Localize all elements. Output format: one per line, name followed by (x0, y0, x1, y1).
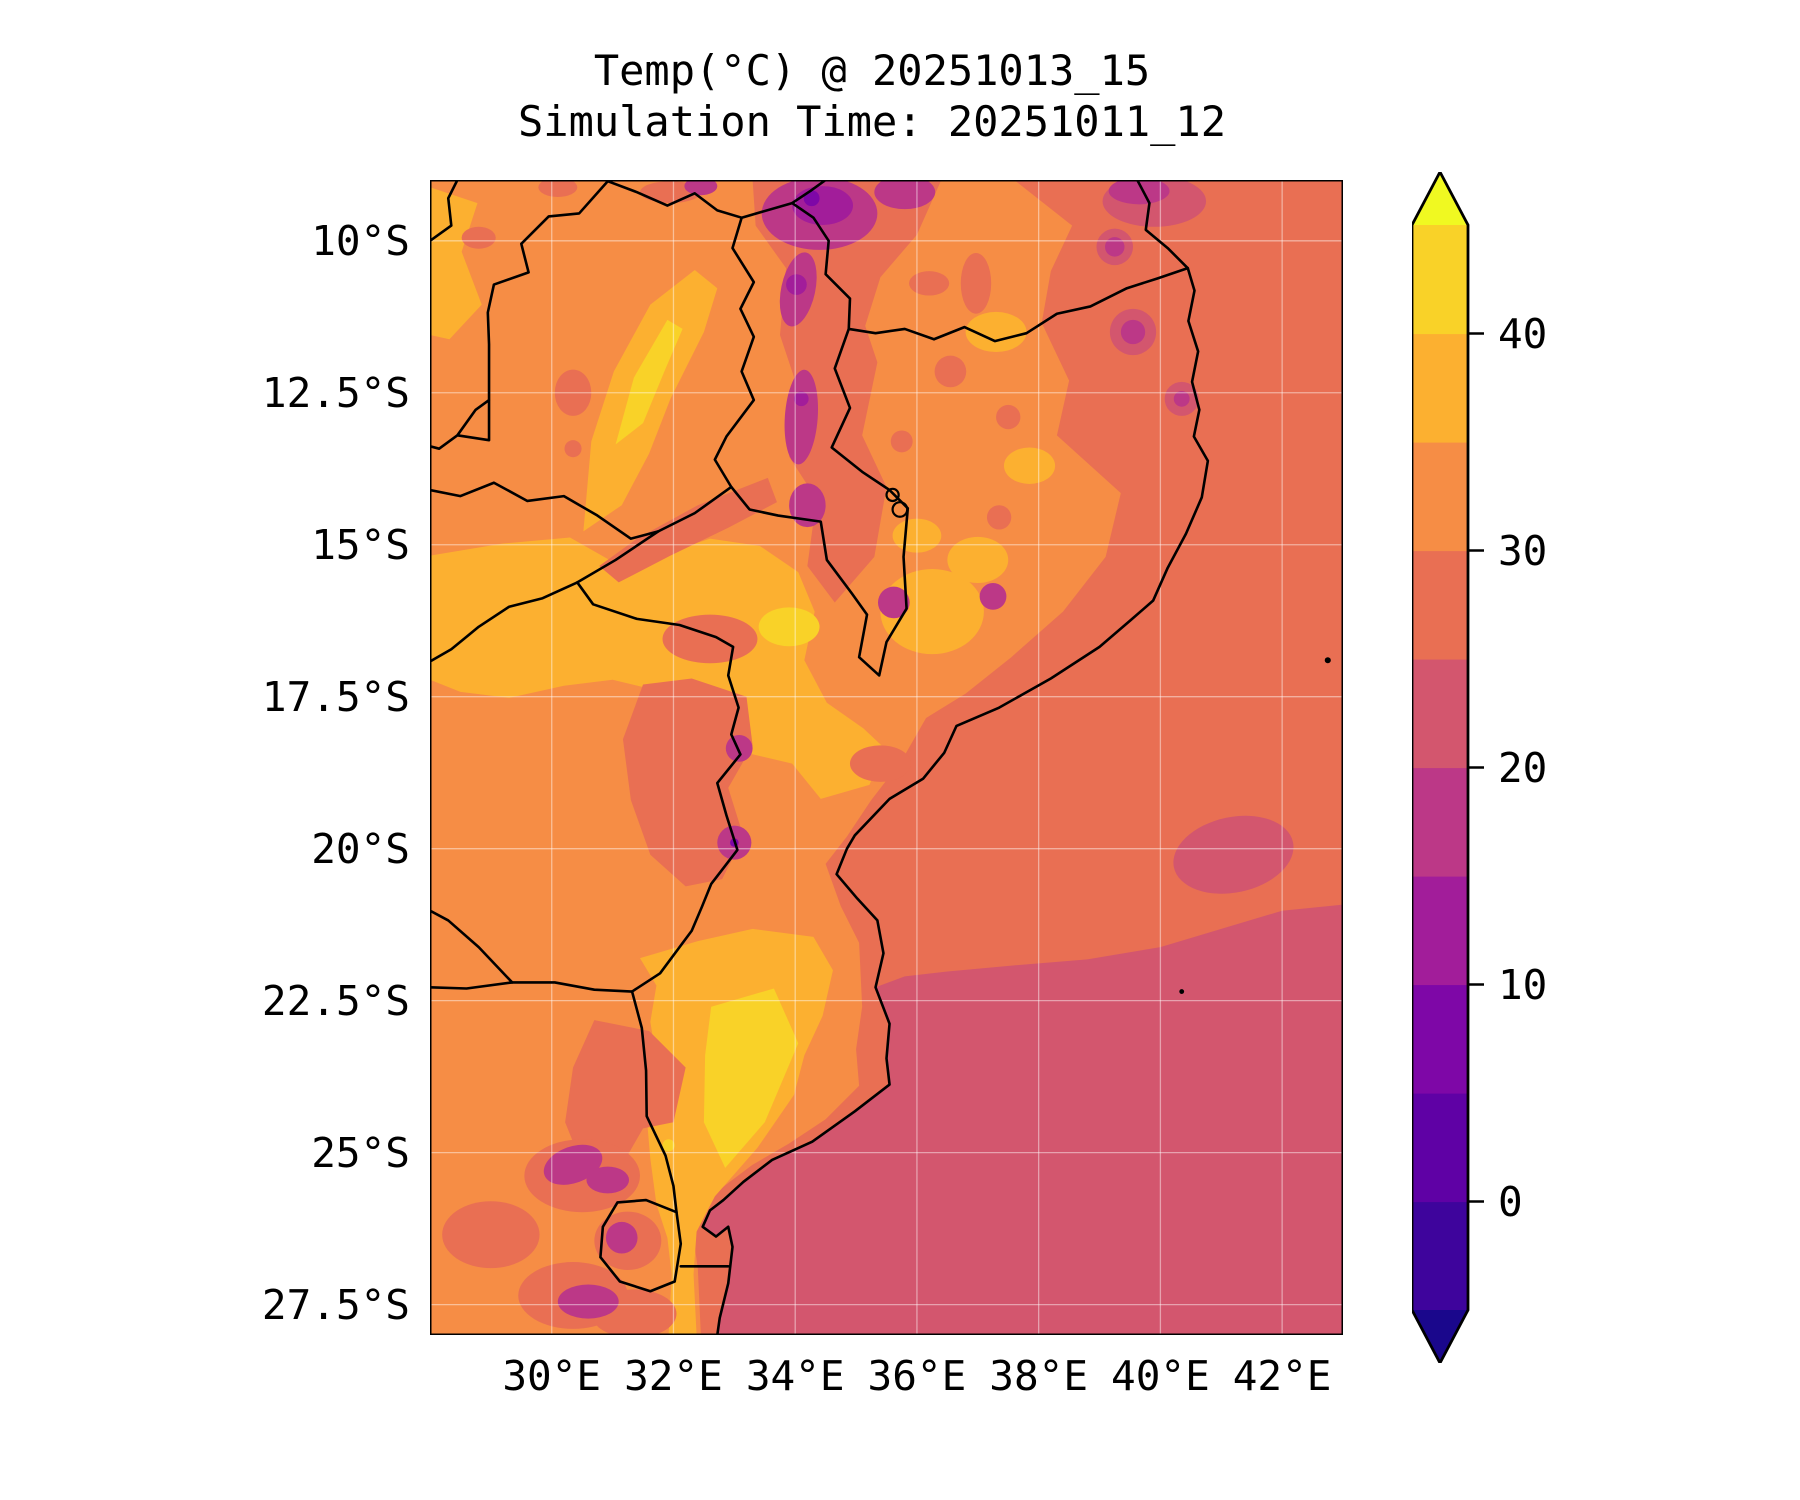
x-tick-label: 32°E (624, 1352, 723, 1400)
x-tick-label: 38°E (989, 1352, 1089, 1400)
border-southafrica-zimbabwe (430, 982, 632, 991)
colorbar-bin-30-35 (1412, 442, 1468, 552)
border-malawi (715, 203, 908, 675)
y-tick-label: 17.5°S (261, 672, 410, 721)
border-tanzania-zambia (608, 181, 742, 217)
colorbar-tick-label: 0 (1498, 1177, 1523, 1226)
colorbar-outline (1412, 172, 1470, 1363)
colorbar-bin-0-5 (1412, 1093, 1468, 1203)
y-tick-label: 15°S (311, 520, 410, 569)
x-tick-label: 30°E (502, 1352, 602, 1400)
lake-amaramba (893, 502, 908, 517)
y-tick-label: 25°S (311, 1128, 410, 1177)
border-botswana-zimbabwe (430, 911, 512, 983)
y-tick-label: 20°S (311, 824, 410, 873)
coastline (703, 180, 1208, 1335)
border-zambia-mozambique (577, 487, 731, 582)
island-dot (1324, 657, 1331, 664)
map-plot (430, 180, 1343, 1335)
colorbar-bin--5-0 (1412, 1201, 1468, 1311)
colorbar-bin-5-10 (1412, 984, 1468, 1094)
colorbar-tick-label: 40 (1498, 309, 1548, 358)
colorbar-bin-25-30 (1412, 550, 1468, 660)
border-malawi-tanzania-spur (792, 180, 825, 203)
x-tick-label: 40°E (1111, 1352, 1210, 1400)
colorbar-arrow-under (1412, 1310, 1468, 1363)
country-borders (430, 180, 1331, 1335)
colorbar-tick-label: 10 (1498, 960, 1548, 1009)
colorbar-bin-20-25 (1412, 659, 1468, 769)
y-tick-label: 12.5°S (261, 368, 410, 417)
colorbar-arrow-over (1412, 172, 1468, 225)
plot-title: Temp(°C) @ 20251013_15 (593, 46, 1151, 95)
border-zambia-zimbabwe (430, 582, 577, 661)
colorbar-bin-10-15 (1412, 876, 1468, 986)
y-tick-label: 22.5°S (261, 976, 410, 1025)
colorbar-bin-40-45 (1412, 225, 1468, 335)
border-zambia-drc (430, 181, 608, 448)
border-tanzania-mozambique (849, 268, 1188, 341)
island-dot (1179, 989, 1185, 994)
x-tick-label: 42°E (1232, 1352, 1332, 1400)
colorbar-tick-label: 30 (1498, 526, 1548, 575)
colorbar-bin-35-40 (1412, 333, 1468, 443)
colorbar-bin-15-20 (1412, 767, 1468, 877)
temperature-field (430, 180, 1343, 1335)
colorbar-tick-label: 20 (1498, 743, 1548, 792)
y-tick-label: 27.5°S (261, 1280, 410, 1329)
x-tick-label: 34°E (745, 1352, 845, 1400)
border-nw-lower (430, 483, 658, 539)
graticule-gridlines (430, 180, 1343, 1335)
lake-chiuta (887, 489, 899, 501)
border-nw-corner (430, 180, 457, 241)
border-zimbabwe-mozambique (577, 582, 740, 991)
plot-subtitle: Simulation Time: 20251011_12 (517, 97, 1227, 146)
x-tick-label: 36°E (867, 1352, 967, 1400)
y-tick-label: 10°S (311, 216, 410, 265)
border-mozambique-southafrica (632, 992, 676, 1213)
colorbar (1412, 172, 1484, 1363)
border-eswatini (600, 1200, 680, 1291)
